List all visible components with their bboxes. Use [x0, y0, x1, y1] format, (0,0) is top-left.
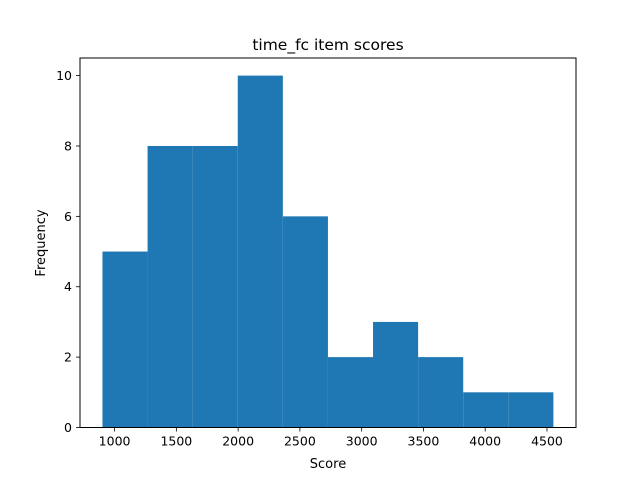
x-tick-label: 1500: [160, 434, 192, 449]
histogram-bar: [373, 322, 418, 428]
y-tick-label: 6: [64, 209, 72, 224]
histogram-bar: [508, 392, 553, 427]
x-tick-label: 3000: [346, 434, 378, 449]
x-tick-label: 4000: [469, 434, 501, 449]
x-tick-label: 2500: [284, 434, 316, 449]
y-tick-label: 0: [64, 420, 72, 435]
x-tick-label: 2000: [222, 434, 254, 449]
y-tick-label: 4: [64, 279, 72, 294]
histogram-bar: [148, 146, 193, 428]
histogram-bar: [193, 146, 238, 428]
histogram-bar: [283, 216, 328, 427]
histogram-bar: [463, 392, 508, 427]
histogram-bar: [238, 76, 283, 428]
x-tick-label: 3500: [408, 434, 440, 449]
y-axis-label: Frequency: [34, 209, 49, 276]
chart-title: time_fc item scores: [252, 36, 403, 55]
y-axis-ticks: 0 2 4 6 8 10: [56, 68, 80, 435]
x-tick-label: 1000: [99, 434, 131, 449]
y-tick-label: 10: [56, 68, 72, 83]
histogram-bar: [102, 252, 147, 428]
x-axis-ticks: 1000 1500 2000 2500 3000 3500 4000 4500: [99, 428, 563, 449]
bars-group: [102, 76, 553, 428]
histogram-bar: [328, 357, 373, 427]
histogram-bar: [418, 357, 463, 427]
y-tick-label: 8: [64, 138, 72, 153]
x-axis-label: Score: [310, 457, 346, 472]
y-tick-label: 2: [64, 350, 72, 365]
x-tick-label: 4500: [531, 434, 563, 449]
